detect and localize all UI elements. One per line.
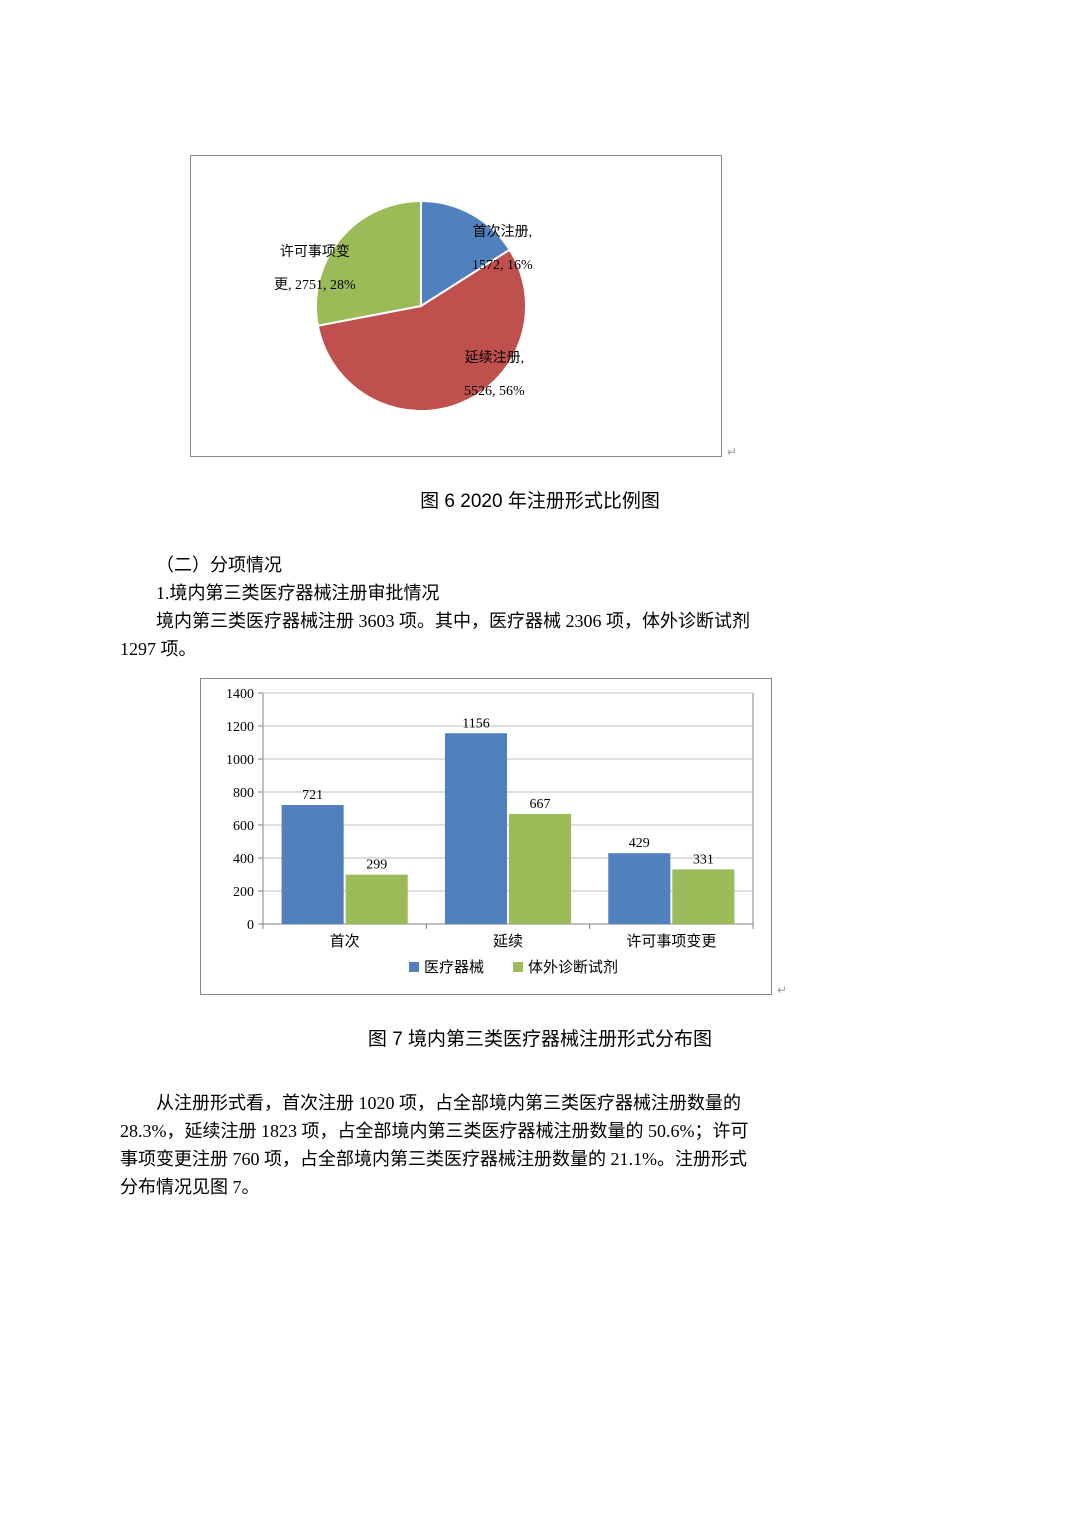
bar <box>346 875 408 924</box>
bar <box>282 805 344 924</box>
bar-chart: 0 200 400 600 800 1000 1200 1400 721 299 首次 1156 667… <box>201 679 771 994</box>
legend-marker <box>409 962 419 972</box>
bar-value-label: 1156 <box>462 716 489 731</box>
legend-label: 医疗器械 <box>424 959 484 976</box>
pie-caption: 图 6 2020 年注册形式比例图 <box>120 487 960 516</box>
bar <box>608 853 670 924</box>
bar <box>672 869 734 924</box>
bar-value-label: 721 <box>302 788 323 803</box>
bar-chart-container: 0 200 400 600 800 1000 1200 1400 721 299 首次 1156 667… <box>200 678 772 995</box>
section-heading: （二）分项情况 <box>120 552 960 580</box>
y-tick-label: 0 <box>247 918 254 933</box>
category-label: 首次 <box>330 933 360 950</box>
legend-marker <box>513 962 523 972</box>
bar-value-label: 667 <box>530 797 551 812</box>
pie-label-1: 延续注册, 5526, 56% <box>443 334 525 418</box>
paragraph-1-line-a: 境内第三类医疗器械注册 3603 项。其中，医疗器械 2306 项，体外诊断试剂 <box>120 608 960 636</box>
y-tick-label: 1000 <box>226 753 254 768</box>
paragraph-2-line-1: 从注册形式看，首次注册 1020 项，占全部境内第三类医疗器械注册数量的 <box>120 1090 960 1118</box>
y-tick-label: 1200 <box>226 720 254 735</box>
paragraph-2-line-4: 分布情况见图 7。 <box>120 1174 960 1202</box>
y-tick-label: 400 <box>233 852 254 867</box>
doc-mark-2: ↵ <box>777 981 787 1000</box>
category-label: 延续 <box>493 933 523 950</box>
bar-value-label: 429 <box>629 836 650 851</box>
paragraph-2-line-2: 28.3%，延续注册 1823 项，占全部境内第三类医疗器械注册数量的 50.6… <box>120 1118 960 1146</box>
y-tick-label: 200 <box>233 885 254 900</box>
paragraph-1-line-b: 1297 项。 <box>120 636 960 664</box>
bar <box>509 814 571 924</box>
y-tick-label: 600 <box>233 819 254 834</box>
pie-label-2: 许可事项变 更, 2751, 28% <box>253 228 356 312</box>
bar-value-label: 299 <box>366 858 387 873</box>
y-tick-label: 1400 <box>226 687 254 702</box>
doc-mark-1: ↵ <box>727 443 737 462</box>
pie-label-0: 首次注册, 1572, 16% <box>451 208 533 292</box>
y-tick-label: 800 <box>233 786 254 801</box>
paragraph-2-line-3: 事项变更注册 760 项，占全部境内第三类医疗器械注册数量的 21.1%。注册形… <box>120 1146 960 1174</box>
bar-value-label: 331 <box>693 852 714 867</box>
bar <box>445 733 507 924</box>
subheading: 1.境内第三类医疗器械注册审批情况 <box>120 580 960 608</box>
legend-label: 体外诊断试剂 <box>528 959 618 976</box>
pie-chart-container: 首次注册, 1572, 16% 延续注册, 5526, 56% 许可事项变 更,… <box>190 155 722 457</box>
category-label: 许可事项变更 <box>626 933 716 950</box>
bar-caption: 图 7 境内第三类医疗器械注册形式分布图 <box>120 1025 960 1054</box>
